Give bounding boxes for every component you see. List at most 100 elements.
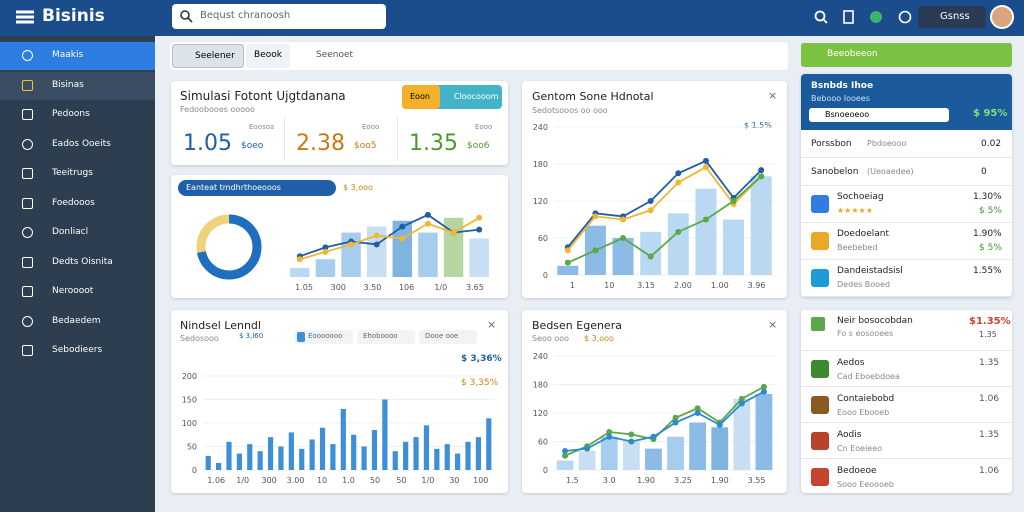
nav-item[interactable]: Bisinas [0, 71, 155, 100]
nav-item[interactable]: Teeitrugs [0, 160, 155, 188]
bar [434, 448, 440, 470]
nav-item[interactable]: Pedoons [0, 101, 155, 129]
list-item[interactable]: Aodis Cn Eoeieeo 1.35 [801, 422, 1012, 458]
item-sub: ★★★★★ [837, 206, 873, 215]
row-value: 0 [981, 167, 987, 177]
line-point [738, 395, 745, 402]
top-icons[interactable] [810, 8, 920, 28]
list-item[interactable]: Bedoeoe Sooo Eeoooeb 1.06 [801, 458, 1012, 493]
line-point [675, 179, 682, 186]
x-tick-label: 3.00 [287, 476, 305, 485]
nav-item[interactable]: Eados Ooeits [0, 131, 155, 159]
x-tick-label: 1.06 [207, 476, 225, 485]
nav-item[interactable]: Bedaedem [0, 308, 155, 336]
nav-label: Bisinas [52, 79, 84, 90]
line [299, 213, 480, 258]
avatar[interactable] [990, 5, 1014, 29]
nav-label: Neroooot [52, 286, 94, 296]
close-button[interactable]: × [768, 89, 778, 102]
list-item[interactable]: Aedos Cad Eboebdoea 1.35 [801, 350, 1012, 386]
line-point [702, 164, 709, 171]
line-point [562, 448, 569, 454]
y-tick-label: 60 [538, 438, 548, 447]
line-point [562, 452, 569, 459]
bar [288, 432, 294, 470]
bar [622, 441, 640, 470]
nav-label: Sebodieers [52, 345, 103, 355]
bar [455, 453, 461, 470]
x-tick-label: 30 [449, 476, 459, 485]
bar [444, 444, 450, 470]
bar [392, 451, 398, 470]
close-button[interactable]: × [487, 318, 497, 331]
x-tick-label: 1 [570, 281, 575, 290]
tab[interactable]: Seelener [172, 44, 244, 68]
chart-title: Bedsen Egenera [532, 319, 622, 332]
nav-item[interactable]: Donliacl [0, 219, 155, 247]
list-item[interactable]: Sochoeiag ★★★★★ 1.30% $ 5% [801, 186, 1012, 223]
sidebar: Maakis Bisinas Pedoons Eados Ooeits Teeitrug… [0, 36, 155, 512]
chart: 0 50 100 150 200 1.06 1/0 300 3.00 10 1.0 50 50 1/0 30… [182, 372, 494, 485]
list-item[interactable]: Contaiebobd Eooo Ebooeb 1.06 [801, 386, 1012, 422]
y-tick-label: 150 [182, 396, 197, 405]
nav-icon [22, 109, 33, 120]
kpi-value: 1.35 [409, 131, 458, 156]
tab-label[interactable]: Seenoet [316, 50, 354, 60]
bar [315, 259, 336, 277]
side-panel: Bsnbds Ihoe Bebooo Iooees Bsnoeoeoo $ 95… [801, 74, 1012, 297]
list-item[interactable]: Doedoelant Beebebed 1.90% $ 5% [801, 223, 1012, 260]
kpi-card: Eoosoa 1.05 $oeo [175, 117, 285, 161]
nav-item[interactable]: Maakis [0, 42, 155, 70]
line-point [564, 259, 571, 266]
line-point [476, 214, 483, 221]
chart-subtitle: Sedotsooos oo ooo [532, 106, 608, 115]
chart: 0 60 120 180 240 1 10 3.15 2.00 1.00 3.96 [533, 123, 775, 290]
x-tick-label: 1.5 [566, 476, 579, 485]
line-point [373, 232, 380, 239]
close-button[interactable]: × [768, 318, 778, 331]
line-point [675, 170, 682, 177]
y-tick-label: 0 [543, 466, 548, 475]
line-point [650, 433, 657, 440]
user-name: Gsnss [940, 11, 970, 22]
x-tick-label: 50 [396, 476, 406, 485]
item-icon [811, 232, 829, 250]
y-tick-label: 120 [533, 409, 548, 418]
legend: $ 1.5% [744, 121, 772, 130]
line-point [620, 235, 627, 241]
x-tick-label: 3.50 [364, 283, 382, 292]
x-tick-label: 3.96 [748, 281, 766, 290]
search-box[interactable]: Bequst chranoosh [172, 4, 386, 29]
tab[interactable]: Beook [246, 44, 290, 68]
item-value: 1.55% [973, 266, 1002, 276]
bar [667, 436, 684, 470]
row-sub: Pbdoeooo [867, 139, 907, 148]
button-label: Beeobeeon [827, 49, 878, 59]
kpi-panel: Simulasi Fotont Ujgtdanana Fedoobooes oo… [171, 81, 508, 165]
line-point [450, 229, 457, 236]
line-point [476, 226, 483, 233]
kpi-tag-group[interactable]: Eoon Cloocooom [402, 85, 502, 109]
logo-icon [16, 10, 34, 24]
x-tick-label: 10 [317, 476, 327, 485]
summary-card: Bsnbds Ihoe Bebooo Iooees Bsnoeoeoo $ 95… [801, 74, 1012, 130]
item-value: 1.06 [979, 466, 1000, 476]
nav-item[interactable]: Foedooos [0, 190, 155, 218]
line-point [564, 247, 571, 254]
list-item[interactable]: Dandeistadsisl Dedes Booed 1.55% [801, 260, 1012, 297]
nav-item[interactable]: Dedts Oisnita [0, 249, 155, 277]
line-point [322, 248, 329, 255]
row-label: Porssbon [811, 139, 852, 149]
bar [413, 437, 419, 470]
x-tick-label: 1.90 [637, 476, 655, 485]
x-tick-label: 1.00 [711, 281, 729, 290]
x-tick-label: 2.00 [674, 281, 692, 290]
nav-item[interactable]: Neroooot [0, 278, 155, 306]
action-button[interactable]: Beeobeeon [801, 43, 1012, 67]
user-chip[interactable]: Gsnss [918, 6, 986, 28]
nav-item[interactable]: Sebodieers [0, 337, 155, 365]
item-icon [811, 432, 829, 450]
item-value: 1.06 [979, 394, 1000, 404]
y-tick-label: 180 [533, 160, 548, 169]
